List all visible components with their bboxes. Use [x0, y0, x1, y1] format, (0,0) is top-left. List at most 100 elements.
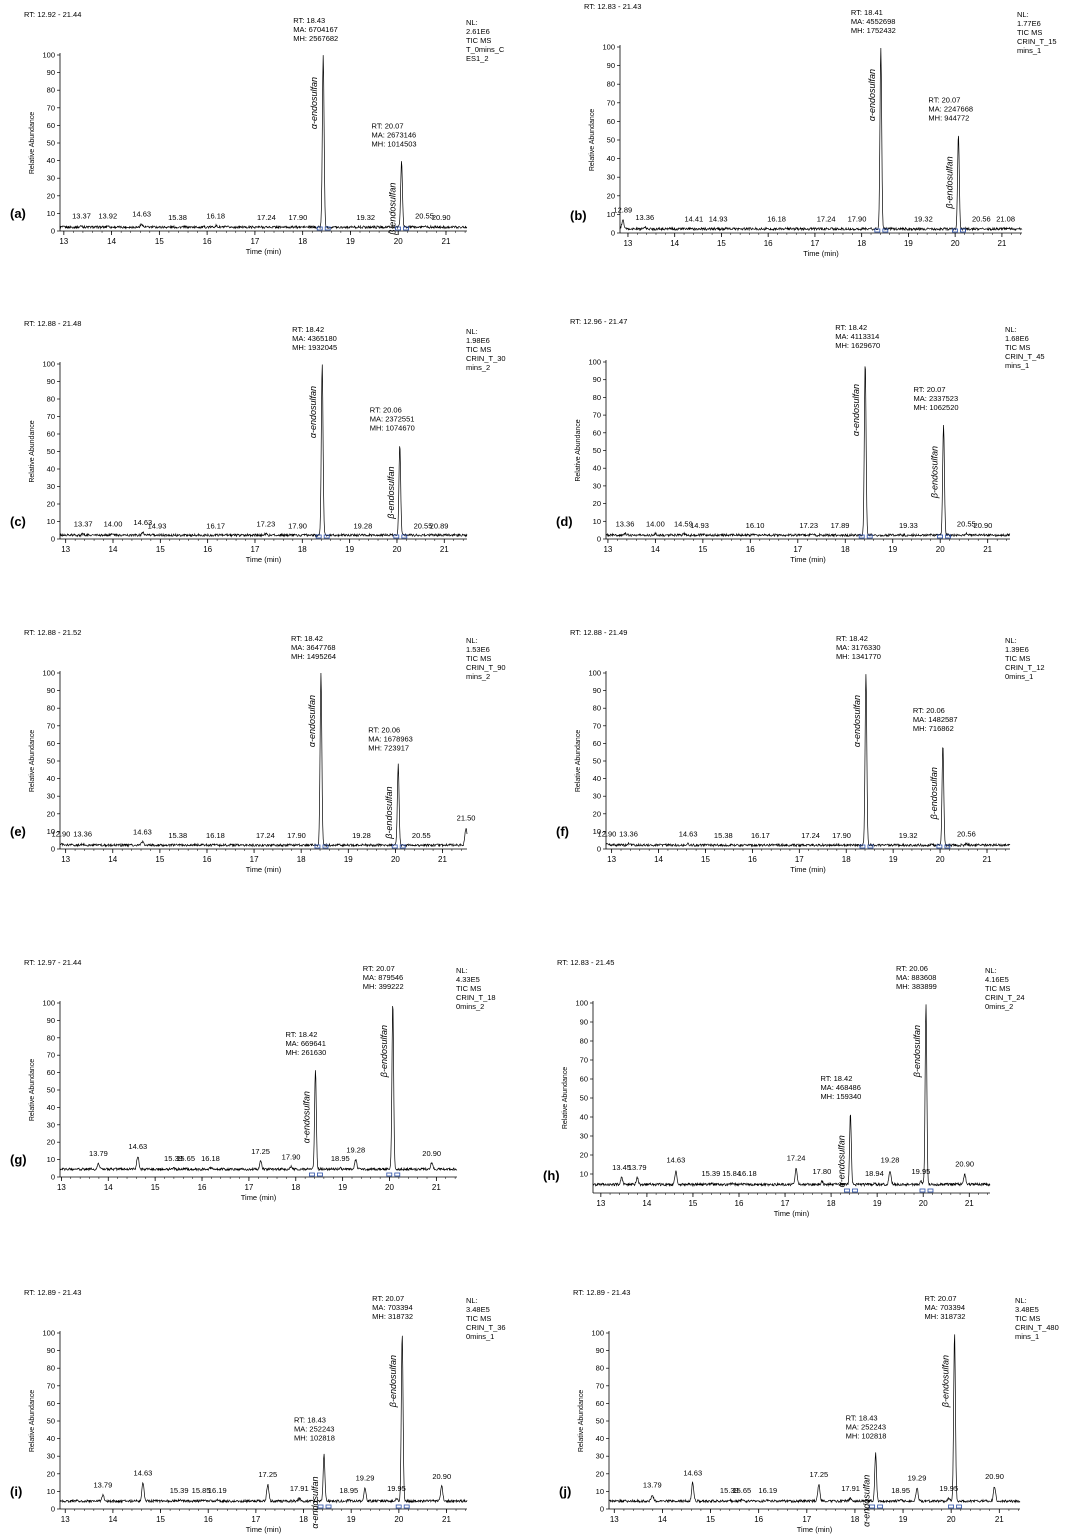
y-tick-label: 50	[47, 447, 55, 456]
minor-peak-label: 19.32	[899, 831, 918, 840]
minor-peak-label: 16.19	[208, 1486, 227, 1495]
x-tick-label: 13	[57, 1183, 66, 1192]
x-tick-label: 17	[795, 855, 804, 864]
minor-peak-label: 14.63	[128, 1142, 147, 1151]
y-tick-label: 0	[600, 1505, 604, 1514]
minor-peak-label: 16.18	[206, 211, 225, 220]
peak-info-line: MH: 318732	[925, 1312, 966, 1321]
peak-info-line: MH: 1629670	[835, 341, 880, 350]
y-tick-label: 80	[596, 1364, 604, 1373]
peak-info-line: MH: 102818	[294, 1433, 335, 1442]
chart-panel-d: RT: 12.96 - 21.47 0 10 20 30 40 50 60 70 80 90 100 1…	[556, 317, 1045, 564]
peak-info-line: MH: 1341770	[836, 652, 881, 661]
nl-info-line: mins_1	[1005, 361, 1029, 370]
minor-peak-label: 14.41	[684, 215, 703, 224]
compound-label: α-endosulfan	[308, 386, 318, 438]
x-tick-label: 19	[904, 239, 913, 248]
y-tick-label: 50	[47, 1086, 55, 1095]
rt-range-label: RT: 12.83 - 21.43	[584, 2, 641, 11]
x-tick-label: 19	[344, 855, 353, 864]
rt-range-label: RT: 12.92 - 21.44	[24, 10, 81, 19]
nl-info-line: TIC MS	[466, 654, 491, 663]
y-tick-label: 10	[47, 209, 55, 218]
y-tick-label: 80	[47, 1364, 55, 1373]
integration-marker	[858, 534, 865, 539]
y-axis-title: Relative Abundance	[29, 1390, 36, 1452]
peak-info-line: MA: 2247668	[928, 104, 973, 113]
y-tick-label: 30	[593, 792, 601, 801]
y-tick-label: 20	[47, 191, 55, 200]
minor-peak-label: 17.23	[256, 520, 275, 529]
y-tick-label: 20	[47, 809, 55, 818]
x-tick-label: 18	[291, 1183, 300, 1192]
minor-peak-label: 17.24	[256, 831, 275, 840]
nl-info-line: CRIN_T_12	[1005, 663, 1045, 672]
x-axis-title: Time (min)	[790, 555, 826, 564]
panel-label: (i)	[10, 1484, 22, 1499]
minor-peak-label: 20.89	[430, 521, 449, 530]
integration-marker	[945, 534, 951, 539]
x-tick-label: 17	[251, 545, 260, 554]
x-tick-label: 19	[346, 237, 355, 246]
y-tick-label: 10	[47, 1155, 55, 1164]
peak-info-line: MH: 102818	[846, 1432, 887, 1441]
minor-peak-label: 19.28	[346, 1145, 365, 1154]
nl-info-line: mins_2	[466, 363, 490, 372]
nl-info-line: 0mins_2	[456, 1002, 484, 1011]
minor-peak-label: 19.32	[914, 215, 933, 224]
x-tick-label: 20	[394, 237, 403, 246]
compound-label: β-endosulfan	[944, 156, 954, 209]
y-axis-title: Relative Abundance	[578, 1390, 585, 1452]
chromatogram-trace	[619, 47, 1023, 232]
y-tick-label: 40	[607, 154, 615, 163]
minor-peak-label: 18.95	[331, 1154, 350, 1163]
x-tick-label: 20	[393, 545, 402, 554]
minor-peak-label: 17.25	[809, 1470, 828, 1479]
y-tick-label: 100	[42, 669, 55, 678]
peak-info-line: MA: 2372551	[370, 415, 415, 424]
minor-peak-label: 13.36	[73, 829, 92, 838]
y-tick-label: 0	[597, 845, 601, 854]
minor-peak-label: 18.95	[339, 1486, 358, 1495]
peak-info-line: RT: 20.06	[370, 406, 402, 415]
nl-info-line: NL:	[456, 966, 468, 975]
y-tick-label: 90	[580, 1018, 588, 1027]
peak-info-line: MA: 883608	[896, 973, 936, 982]
peak-info-line: RT: 18.42	[285, 1030, 317, 1039]
x-tick-label: 18	[297, 855, 306, 864]
compound-label: α-endosulfan	[852, 695, 862, 747]
y-tick-label: 90	[47, 686, 55, 695]
x-tick-label: 13	[603, 545, 612, 554]
nl-info-line: 1.39E6	[1005, 645, 1029, 654]
minor-peak-label: 20.90	[955, 1159, 974, 1168]
peak-info-line: MH: 944772	[928, 113, 969, 122]
chromatogram-trace	[59, 364, 468, 538]
nl-info-line: CRIN_T_36	[466, 1323, 506, 1332]
y-tick-label: 30	[47, 792, 55, 801]
y-tick-label: 40	[593, 464, 601, 473]
nl-info-line: 1.98E6	[466, 336, 490, 345]
minor-peak-label: 20.55	[412, 831, 431, 840]
minor-peak-label: 13.37	[74, 520, 93, 529]
minor-peak-label: 14.93	[148, 521, 167, 530]
integration-marker	[869, 1504, 876, 1509]
minor-peak-label: 15.84	[722, 1169, 741, 1178]
y-tick-label: 0	[51, 1173, 55, 1182]
peak-info-line: MA: 1482587	[913, 715, 958, 724]
minor-peak-label: 20.90	[432, 213, 451, 222]
compound-label: β-endosulfan	[941, 1355, 951, 1408]
nl-info-line: TIC MS	[456, 984, 481, 993]
x-tick-label: 14	[104, 1183, 113, 1192]
x-tick-label: 18	[298, 237, 307, 246]
rt-range-label: RT: 12.83 - 21.45	[557, 958, 614, 967]
y-tick-label: 50	[593, 446, 601, 455]
peak-info-line: RT: 20.06	[368, 726, 400, 735]
x-tick-label: 20	[391, 855, 400, 864]
integration-marker	[844, 1188, 850, 1193]
y-tick-label: 60	[593, 739, 601, 748]
nl-info-line: CRIN_T_90	[466, 663, 506, 672]
compound-label: α-endosulfan	[301, 1091, 311, 1143]
nl-info-line: CRIN_T_15	[1017, 37, 1057, 46]
chart-panel-f: RT: 12.88 - 21.49 0 10 20 30 40 50 60 70 80 90 100 1…	[556, 628, 1045, 874]
